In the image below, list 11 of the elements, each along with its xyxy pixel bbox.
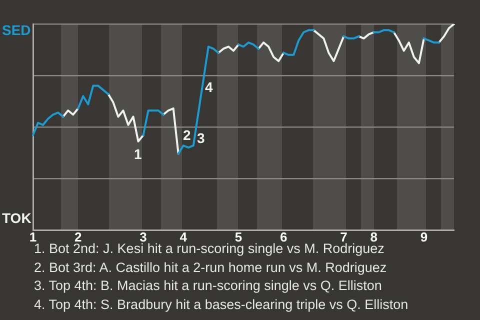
text: 4. Top 4th: S. Bradbury hit a bases-clearing triple vs Q. Elliston <box>34 296 408 314</box>
annotation: 2 <box>183 127 191 143</box>
x-tick-label: 9 <box>420 229 428 244</box>
text: 3. Top 4th: B. Macias hit a run-scoring single vs Q. Elliston <box>34 277 383 295</box>
annotation: 1 <box>134 146 142 162</box>
text: TOK <box>2 210 32 226</box>
text: SED <box>2 22 31 38</box>
text: 2. Bot 3rd: A. Castillo hit a 2-run home run vs M. Rodriguez <box>34 258 388 277</box>
annotation: 3 <box>197 130 205 146</box>
x-tick-label: 1 <box>29 229 37 244</box>
annotation: 4 <box>205 79 213 95</box>
